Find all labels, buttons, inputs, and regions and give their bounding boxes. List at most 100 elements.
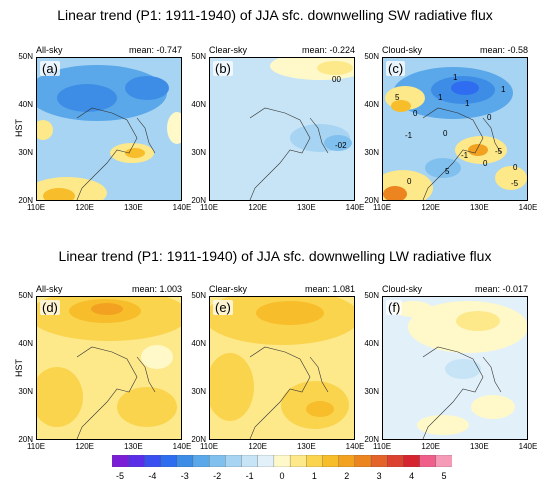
- panel-b: Clear-sky mean: -0.224 00 -02 (b): [209, 45, 355, 201]
- colorbar-swatch: [338, 455, 356, 467]
- colorbar-swatch: [273, 455, 291, 467]
- colorbar-swatch: [241, 455, 259, 467]
- contour-label: -02: [335, 141, 347, 150]
- map-b: 00 -02 (b): [209, 57, 355, 201]
- lw-figure-title: Linear trend (P1: 1911-1940) of JJA sfc.…: [58, 248, 492, 264]
- colorbar-swatch: [354, 455, 372, 467]
- panel-tag: (b): [213, 61, 233, 76]
- map-a: (a): [36, 57, 182, 201]
- colorbar-swatch: [289, 455, 307, 467]
- y-axis-label-top: HST: [14, 119, 24, 137]
- panel-label: Clear-sky: [209, 284, 248, 294]
- contour-label: 0: [443, 129, 448, 138]
- y-tick-label: 40N: [364, 100, 379, 109]
- colorbar-tick-label: -1: [245, 471, 254, 481]
- contour-label: 1: [465, 99, 470, 108]
- contour-label: 1: [453, 73, 458, 82]
- x-tick-label: 110E: [199, 203, 219, 212]
- y-tick-label: 50N: [364, 52, 379, 61]
- panel-mean: mean: -0.58: [479, 45, 528, 55]
- y-axis-label-bottom: HST: [14, 359, 24, 377]
- colorbar-tick-label: -2: [213, 471, 222, 481]
- panel-tag: (e): [213, 300, 233, 315]
- x-tick-label: 130E: [123, 203, 143, 212]
- colorbar-tick-label: -3: [180, 471, 189, 481]
- panel-tag: (c): [386, 61, 406, 76]
- colorbar-swatch: [306, 455, 323, 467]
- panel-e: Clear-sky mean: 1.081 (e): [209, 284, 355, 440]
- x-tick-label: 130E: [123, 442, 143, 451]
- x-tick-label: 130E: [296, 442, 316, 451]
- x-tick-label: 110E: [372, 442, 392, 451]
- contour-label: 1: [438, 93, 443, 102]
- y-tick-label: 40N: [18, 100, 33, 109]
- map-e: (e): [209, 296, 355, 440]
- colorbar-swatch: [257, 455, 275, 467]
- x-tick-label: 110E: [26, 442, 46, 451]
- panel-mean: mean: -0.747: [128, 45, 182, 55]
- panel-d: All-sky mean: 1.003 (d): [36, 284, 182, 440]
- panel-mean: mean: 1.003: [131, 284, 182, 294]
- colorbar-swatch: [160, 455, 178, 467]
- x-tick-label: 140E: [172, 203, 192, 212]
- panel-label: All-sky: [36, 284, 63, 294]
- colorbar-tick-label: 5: [441, 471, 447, 481]
- panel-mean: mean: 1.081: [304, 284, 355, 294]
- colorbar: [112, 455, 452, 467]
- y-tick-label: 30N: [364, 387, 379, 396]
- y-tick-label: 40N: [364, 339, 379, 348]
- panel-label: Cloud-sky: [382, 284, 423, 294]
- contour-label: 0: [407, 177, 412, 186]
- y-tick-label: 20N: [364, 196, 379, 205]
- panel-tag: (f): [386, 300, 403, 315]
- map-c: 1 1 1 1 0 0 5 -1 0 -1 0 5 0 0 -5 -5 (c): [382, 57, 528, 201]
- x-tick-label: 130E: [296, 203, 316, 212]
- contour-label: 00: [332, 75, 341, 84]
- contour-label: 5: [395, 93, 400, 102]
- sw-figure-title: Linear trend (P1: 1911-1940) of JJA sfc.…: [57, 7, 493, 23]
- x-tick-label: 120E: [421, 442, 440, 451]
- colorbar-swatch: [370, 455, 388, 467]
- panel-f: Cloud-sky mean: -0.017 (f): [382, 284, 528, 440]
- contour-label: 0: [513, 163, 518, 172]
- x-tick-label: 110E: [372, 203, 392, 212]
- colorbar-tick-label: 0: [279, 471, 285, 481]
- x-tick-label: 120E: [248, 203, 267, 212]
- contour-label: -1: [461, 151, 469, 160]
- x-tick-label: 120E: [248, 442, 267, 451]
- contour-label: 5: [445, 167, 450, 176]
- colorbar-tick-label: 4: [409, 471, 415, 481]
- colorbar-swatch: [112, 455, 129, 467]
- x-tick-label: 110E: [199, 442, 219, 451]
- x-tick-label: 120E: [75, 442, 94, 451]
- colorbar-swatch: [176, 455, 194, 467]
- y-tick-label: 30N: [364, 148, 379, 157]
- x-tick-label: 140E: [345, 203, 365, 212]
- map-d: (d): [36, 296, 182, 440]
- colorbar-swatch: [144, 455, 162, 467]
- colorbar-swatch: [322, 455, 340, 467]
- y-tick-label: 40N: [18, 339, 33, 348]
- panel-label: All-sky: [36, 45, 63, 55]
- x-tick-label: 120E: [75, 203, 94, 212]
- colorbar-swatch: [387, 455, 404, 467]
- y-tick-label: 20N: [18, 435, 33, 444]
- x-tick-label: 140E: [518, 442, 538, 451]
- panel-tag: (a): [40, 61, 60, 76]
- panel-label: Clear-sky: [209, 45, 248, 55]
- panel-a: All-sky mean: -0.747 (a): [36, 45, 182, 201]
- map-f: (f): [382, 296, 528, 440]
- x-tick-label: 140E: [172, 442, 192, 451]
- colorbar-swatch: [192, 455, 210, 467]
- colorbar-tick-label: -4: [148, 471, 157, 481]
- contour-label: -5: [495, 147, 503, 156]
- contour-label: -1: [405, 131, 413, 140]
- y-tick-label: 50N: [191, 291, 206, 300]
- colorbar-labels: -5 -4 -3 -2 -1 0 1 2 3 4 5: [112, 471, 452, 483]
- contour-label: -5: [511, 179, 519, 188]
- x-tick-label: 140E: [345, 442, 365, 451]
- y-tick-label: 50N: [191, 52, 206, 61]
- y-tick-label: 30N: [191, 387, 206, 396]
- y-tick-label: 20N: [191, 196, 206, 205]
- colorbar-swatch: [225, 455, 242, 467]
